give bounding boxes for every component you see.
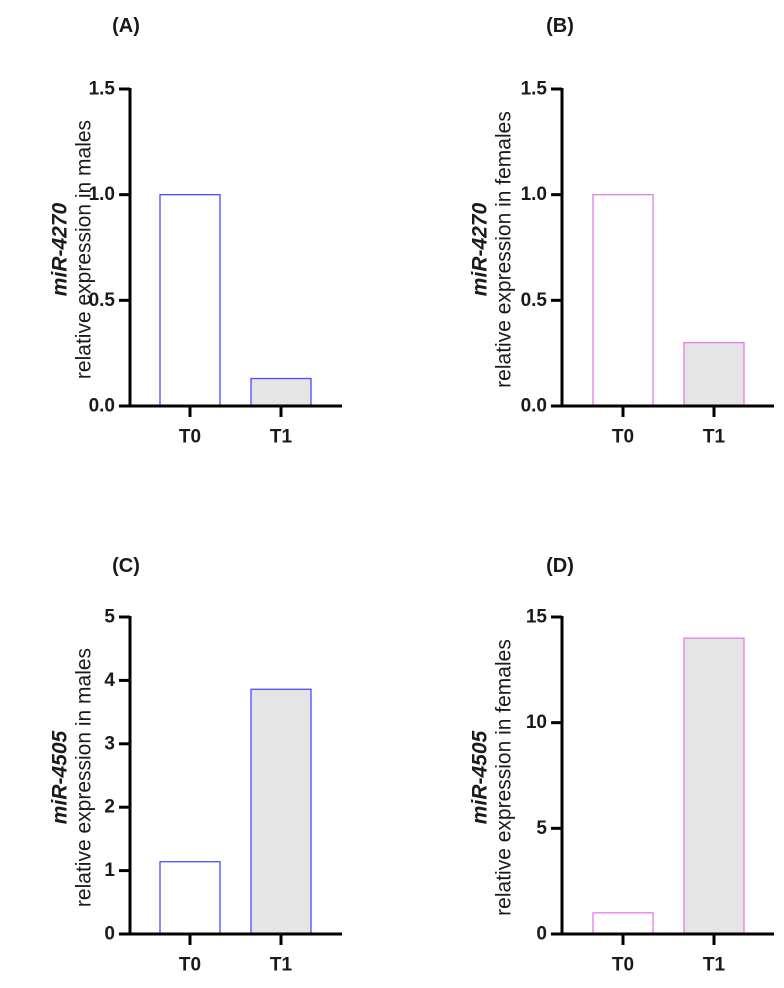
y-axis-label-desc: relative expression in males bbox=[73, 120, 96, 379]
y-tick-label: 0.5 bbox=[89, 290, 116, 311]
y-tick-label: 1.5 bbox=[521, 79, 548, 100]
x-tick-label: T0 bbox=[179, 427, 201, 448]
y-tick-label: 1.0 bbox=[89, 184, 115, 205]
y-axis-label-desc: relative expression in females bbox=[493, 111, 516, 388]
panel-tag: (D) bbox=[546, 555, 574, 577]
x-tick-label: T0 bbox=[179, 955, 201, 976]
bar-t0 bbox=[159, 861, 221, 935]
y-tick-label: 0.0 bbox=[521, 396, 547, 417]
y-tick-label: 3 bbox=[104, 733, 115, 754]
y-tick-label: 10 bbox=[526, 712, 547, 733]
bar-t0 bbox=[159, 194, 221, 407]
x-tick-label: T1 bbox=[270, 955, 293, 976]
y-tick-label: 0.5 bbox=[521, 290, 548, 311]
bar-t0 bbox=[592, 912, 654, 935]
y-tick-label: 5 bbox=[104, 607, 115, 628]
y-tick-label: 0.0 bbox=[89, 396, 115, 417]
y-axis-label: miR-4270 relative expression in females bbox=[469, 111, 516, 388]
panel-c: (C) 0 1 2 3 4 5 T0 T1 miR-4505 relative expression… bbox=[49, 555, 342, 976]
bar-t1 bbox=[683, 341, 745, 407]
y-tick-label: 15 bbox=[526, 607, 548, 628]
x-tick-label: T0 bbox=[612, 427, 634, 448]
y-tick-label: 2 bbox=[104, 797, 115, 818]
y-axis-label-gene: miR-4505 bbox=[49, 730, 72, 824]
y-tick-label: 1 bbox=[104, 860, 115, 881]
y-tick-label: 1.5 bbox=[89, 79, 116, 100]
bar-t0 bbox=[592, 194, 654, 407]
panel-tag: (C) bbox=[112, 555, 140, 577]
y-axis-label: miR-4270 relative expression in males bbox=[49, 120, 96, 379]
y-axis-label-desc: relative expression in males bbox=[73, 648, 96, 907]
y-tick-label: 1.0 bbox=[521, 184, 547, 205]
x-tick-label: T0 bbox=[612, 955, 634, 976]
panel-d: (D) 0 5 10 15 T0 T1 miR-4505 relative expression… bbox=[469, 555, 774, 976]
y-axis-label: miR-4505 relative expression in females bbox=[469, 639, 516, 916]
x-tick-label: T1 bbox=[703, 955, 726, 976]
x-tick-label: T1 bbox=[703, 427, 726, 448]
bar-t1 bbox=[250, 377, 312, 407]
y-axis-label-gene: miR-4270 bbox=[49, 202, 72, 296]
y-axis-label-gene: miR-4505 bbox=[469, 730, 492, 824]
bar-t1 bbox=[250, 688, 312, 935]
y-tick-label: 0 bbox=[104, 924, 115, 945]
panel-b: (B) 0.0 0.5 1.0 1.5 T0 T1 miR-4270 relative expr… bbox=[469, 15, 774, 448]
y-tick-label: 5 bbox=[536, 818, 547, 839]
panel-tag: (B) bbox=[546, 15, 574, 37]
bar-t1 bbox=[683, 637, 745, 935]
y-axis-label: miR-4505 relative expression in males bbox=[49, 648, 96, 907]
y-axis-label-gene: miR-4270 bbox=[469, 202, 492, 296]
panel-tag: (A) bbox=[112, 15, 140, 37]
y-tick-label: 4 bbox=[104, 670, 115, 691]
panel-a: (A) 0.0 0.5 1.0 1.5 T0 T1 miR-4270 relative expr… bbox=[49, 15, 342, 448]
y-tick-label: 0 bbox=[536, 924, 547, 945]
y-axis-label-desc: relative expression in females bbox=[493, 639, 516, 916]
x-tick-label: T1 bbox=[270, 427, 293, 448]
